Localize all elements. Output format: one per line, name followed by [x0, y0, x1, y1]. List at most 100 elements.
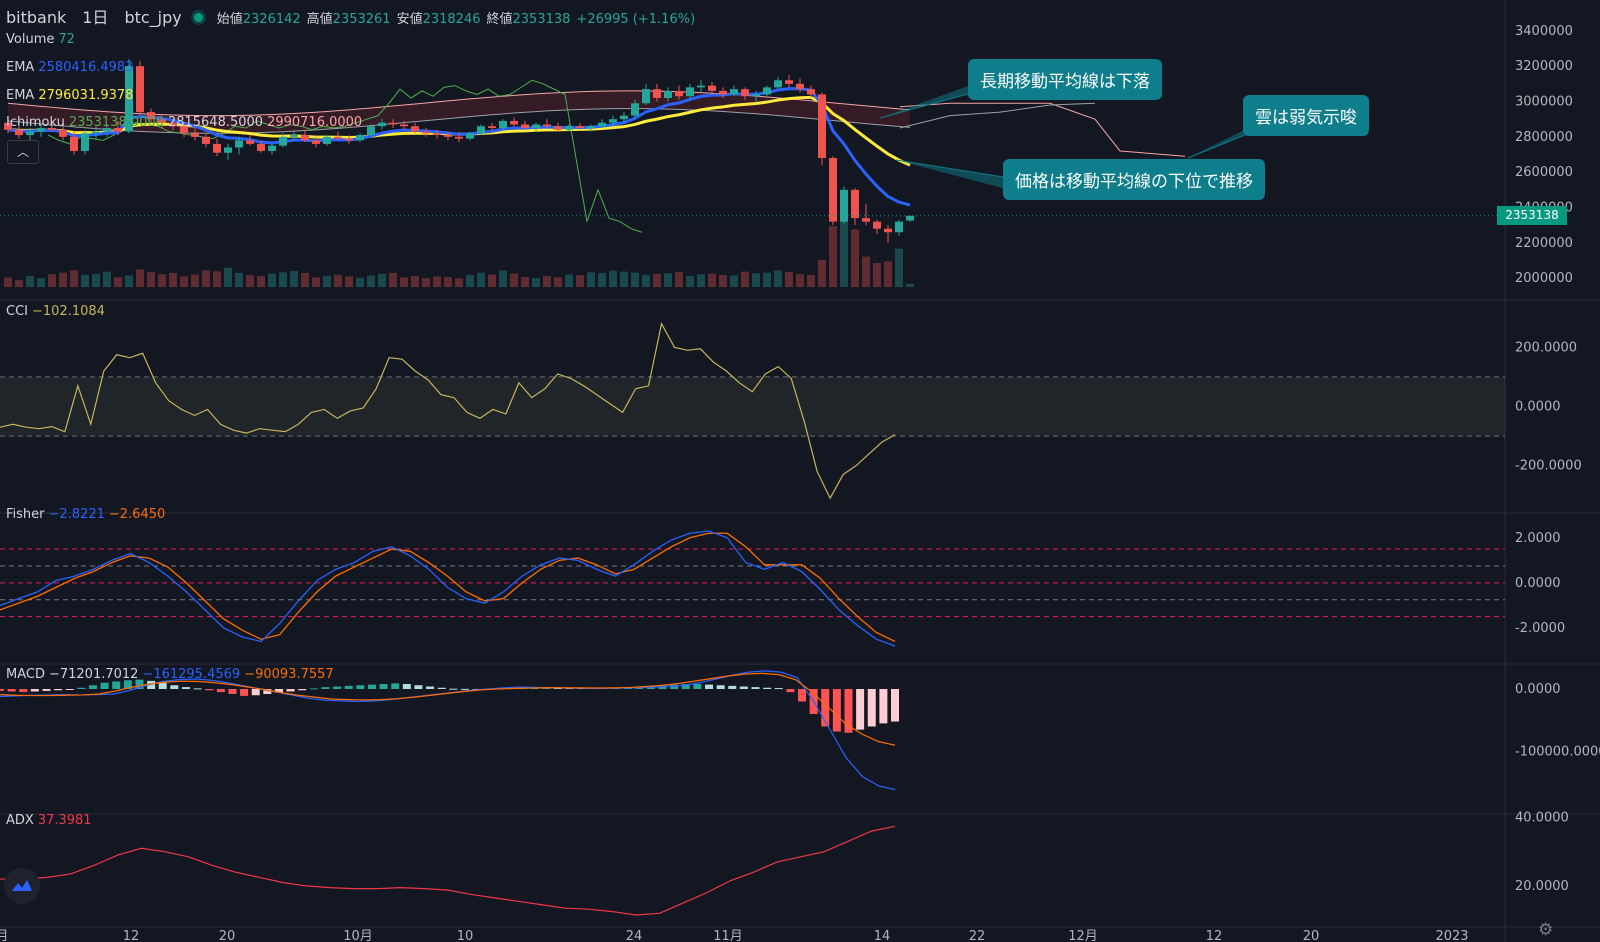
- volume-bar: [268, 273, 276, 287]
- ichimoku-legend-v1: 2353138.0000: [68, 115, 164, 130]
- callout-price-below-ma[interactable]: 価格は移動平均線の下位で推移: [1003, 159, 1265, 200]
- macd-histogram-bar: [263, 689, 272, 694]
- candle-body: [345, 138, 353, 141]
- volume-bar: [510, 273, 518, 287]
- callout-long-ma-falling[interactable]: 長期移動平均線は下落: [968, 59, 1162, 100]
- fisher-line: [0, 530, 896, 647]
- macd-histogram-bar: [844, 689, 853, 733]
- candle-body: [400, 124, 408, 127]
- interval-label[interactable]: 1日: [82, 8, 109, 27]
- volume-bar: [15, 279, 23, 287]
- volume-bar: [499, 270, 507, 287]
- symbol-label[interactable]: btc_jpy: [124, 8, 182, 27]
- volume-bar: [763, 272, 771, 287]
- fisher-legend-v1: −2.8221: [48, 507, 105, 522]
- price-axis-label: 2000000: [1515, 271, 1573, 286]
- macd-histogram-bar: [216, 689, 225, 693]
- volume-bar: [290, 271, 298, 287]
- candle-body: [114, 128, 122, 132]
- fisher-axis-label: 0.0000: [1515, 576, 1561, 591]
- symbol-header: bitbank 1日 btc_jpy 始値2326142 高値2353261 安値2318…: [6, 4, 701, 28]
- macd-histogram-bar: [344, 685, 353, 689]
- macd-histogram-bar: [88, 685, 97, 689]
- candle-body: [136, 66, 144, 113]
- candle-body: [829, 158, 837, 222]
- time-axis-label: 12月: [1068, 929, 1098, 942]
- candle-body: [180, 126, 188, 134]
- ema-fast-legend-label: EMA: [6, 60, 35, 75]
- volume-bar: [433, 276, 441, 287]
- candle-body: [455, 136, 463, 139]
- volume-bar: [455, 278, 463, 287]
- volume-bar: [631, 272, 639, 287]
- macd-histogram-bar: [54, 689, 63, 691]
- cci-legend-value: −102.1084: [32, 304, 105, 319]
- macd-histogram-bar: [333, 686, 342, 689]
- time-axis-label: 24: [626, 929, 643, 942]
- candle-body: [532, 124, 540, 128]
- price-axis-label: 3000000: [1515, 95, 1573, 110]
- adx-legend[interactable]: ADX 37.3981: [6, 813, 96, 829]
- macd-histogram-bar: [251, 689, 260, 696]
- volume-bar: [37, 278, 45, 287]
- ema-slow-legend[interactable]: EMA 2796031.9378: [6, 88, 137, 104]
- fisher-axis-label: 2.0000: [1515, 531, 1561, 546]
- candle-body: [367, 126, 375, 136]
- candle-body: [796, 83, 804, 90]
- macd-histogram-bar: [798, 689, 807, 702]
- collapse-legend-button[interactable]: ︿: [7, 140, 39, 164]
- macd-histogram-bar: [100, 682, 109, 689]
- callout-cloud-bearish[interactable]: 雲は弱気示唆: [1243, 95, 1369, 136]
- volume-bar: [180, 276, 188, 287]
- high-label: 高値: [306, 12, 333, 27]
- macd-histogram-bar: [891, 689, 899, 722]
- volume-bar: [356, 277, 364, 287]
- volume-bar: [202, 270, 210, 287]
- macd-histogram-bar: [786, 689, 795, 693]
- candle-body: [334, 136, 342, 139]
- macd-histogram-bar: [867, 689, 876, 727]
- candle-body: [246, 140, 254, 144]
- macd-histogram-bar: [414, 685, 423, 689]
- volume-bar: [59, 272, 67, 287]
- time-axis-label: 11月: [713, 929, 743, 942]
- volume-bar: [521, 277, 529, 287]
- cci-axis-label: 0.0000: [1515, 400, 1561, 415]
- volume-bar: [114, 277, 122, 287]
- gear-icon[interactable]: ⚙: [1538, 920, 1554, 940]
- macd-histogram-bar: [181, 687, 190, 689]
- volume-bar: [103, 271, 111, 287]
- time-axis-label: 10: [457, 929, 474, 942]
- callout-pointer: [895, 159, 1011, 190]
- volume-bar: [147, 271, 155, 287]
- fisher-legend[interactable]: Fisher −2.8221 −2.6450: [6, 507, 169, 523]
- volume-bar: [642, 274, 650, 287]
- adx-legend-value: 37.3981: [37, 813, 92, 828]
- macd-histogram-bar: [193, 688, 202, 690]
- exchange-label[interactable]: bitbank: [6, 8, 67, 27]
- macd-histogram-bar: [739, 686, 748, 689]
- candle-body: [433, 133, 441, 136]
- macd-histogram-bar: [426, 686, 435, 689]
- volume-bar: [675, 271, 683, 287]
- ichimoku-span-a: [7, 90, 911, 117]
- ema-fast-legend-value: 2580416.4983: [38, 60, 134, 75]
- macd-line: [0, 670, 896, 791]
- volume-legend[interactable]: Volume 72: [6, 32, 79, 48]
- ema-fast-legend[interactable]: EMA 2580416.4983: [6, 60, 137, 76]
- volume-bar: [48, 274, 56, 287]
- candle-body: [169, 122, 177, 127]
- macd-legend[interactable]: MACD −71201.7012 −161295.4569 −90093.7557: [6, 667, 338, 683]
- ichimoku-legend[interactable]: Ichimoku 2353138.0000 2815648.5000 2990716.…: [6, 115, 366, 131]
- tradingview-logo-icon[interactable]: [4, 868, 40, 904]
- chevron-up-icon: ︿: [16, 145, 29, 159]
- candle-body: [290, 135, 298, 137]
- low-value: 2318246: [422, 12, 481, 27]
- cci-legend[interactable]: CCI −102.1084: [6, 304, 109, 320]
- volume-bar: [796, 274, 804, 287]
- macd-histogram-bar: [460, 688, 469, 690]
- candle-body: [422, 131, 430, 134]
- macd-histogram-bar: [321, 687, 330, 689]
- volume-bar: [587, 272, 595, 287]
